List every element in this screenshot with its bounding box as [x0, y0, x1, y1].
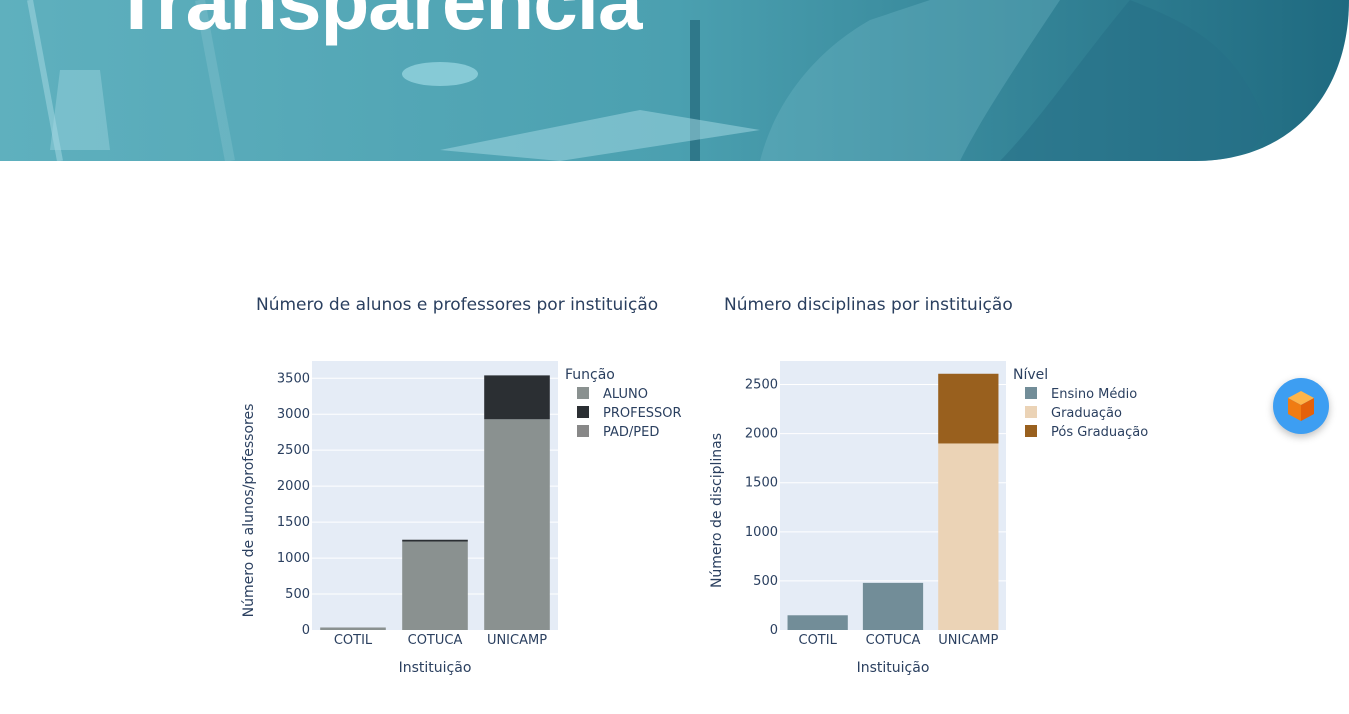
- y-tick-label: 3500: [277, 371, 310, 386]
- bar-cotuca-aluno: [402, 541, 468, 630]
- y-tick-label: 3000: [277, 407, 310, 422]
- y-tick-label: 2500: [277, 443, 310, 458]
- y-tick-label: 0: [770, 623, 778, 638]
- chart-2-title: Número disciplinas por instituição: [724, 295, 1013, 315]
- bar-cotuca-ensino-m-dio: [862, 582, 924, 630]
- y-axis-title: Número de disciplinas: [709, 433, 725, 588]
- bar-cotuca-professor: [402, 539, 468, 542]
- legend-swatch: [577, 425, 589, 437]
- legend-swatch: [577, 406, 589, 418]
- y-tick-label: 0: [302, 623, 310, 638]
- y-tick-label: 500: [753, 574, 778, 589]
- bar-cotil-aluno: [320, 627, 386, 630]
- bar-unicamp-aluno: [484, 419, 550, 630]
- y-tick-label: 1000: [745, 525, 778, 540]
- legend-entry: PAD/PED: [603, 425, 659, 440]
- legend-swatch: [577, 387, 589, 399]
- legend-swatch: [1025, 425, 1037, 437]
- x-tick-label: COTIL: [799, 633, 838, 648]
- y-tick-label: 2500: [745, 378, 778, 393]
- chart-1: 0 500 1000 1500 2000 2500 3000 3500 COTIL COTUCA U…: [241, 361, 682, 676]
- legend-entry: Pós Graduação: [1051, 425, 1148, 440]
- x-tick-label: UNICAMP: [938, 633, 998, 648]
- legend-title: Nível: [1013, 367, 1048, 383]
- bar-unicamp-gradua-o: [938, 443, 999, 630]
- x-axis-title: Instituição: [399, 660, 472, 676]
- x-tick-label: UNICAMP: [487, 633, 547, 648]
- y-tick-label: 1000: [277, 551, 310, 566]
- y-tick-label: 2000: [745, 427, 778, 442]
- x-axis-title: Instituição: [857, 660, 930, 676]
- x-tick-label: COTIL: [334, 633, 373, 648]
- y-tick-label: 2000: [277, 479, 310, 494]
- y-tick-label: 1500: [277, 515, 310, 530]
- cube-icon: [1288, 391, 1314, 421]
- legend-entry: Ensino Médio: [1051, 387, 1137, 402]
- legend-swatch: [1025, 387, 1037, 399]
- legend-entry: Graduação: [1051, 406, 1122, 421]
- floating-action-button[interactable]: [1273, 378, 1329, 434]
- legend-swatch: [1025, 406, 1037, 418]
- hero-banner: Transparência: [0, 0, 1349, 161]
- chart-2: 0 500 1000 1500 2000 2500 COTIL COTUCA UNICAMP In…: [709, 361, 1148, 676]
- y-tick-label: 500: [285, 587, 310, 602]
- y-axis-title: Número de alunos/professores: [241, 404, 257, 618]
- hero-background: [0, 0, 1349, 161]
- bar-cotil-ensino-m-dio: [787, 615, 848, 630]
- legend-title: Função: [565, 367, 615, 383]
- chart-2-svg: 0 500 1000 1500 2000 2500 COTIL COTUCA UNICAMP In…: [709, 361, 1148, 676]
- y-tick-label: 1500: [745, 476, 778, 491]
- chart-1-svg: 0 500 1000 1500 2000 2500 3000 3500 COTIL COTUCA U…: [241, 361, 682, 676]
- legend-entry: ALUNO: [603, 387, 648, 402]
- x-tick-label: COTUCA: [866, 633, 921, 648]
- x-tick-label: COTUCA: [408, 633, 463, 648]
- bar-unicamp-p-s-gradua-o: [938, 373, 999, 444]
- bar-unicamp-professor: [484, 375, 550, 420]
- legend-entry: PROFESSOR: [603, 406, 682, 421]
- hero-title: Transparência: [112, 0, 642, 46]
- chart-1-title: Número de alunos e professores por insti…: [256, 295, 659, 315]
